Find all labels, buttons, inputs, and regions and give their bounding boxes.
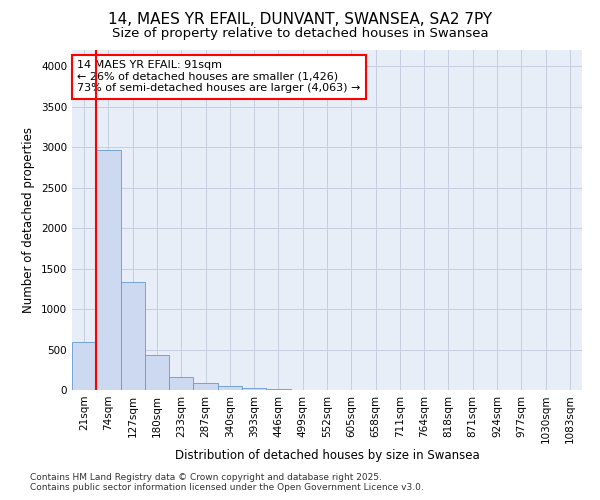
X-axis label: Distribution of detached houses by size in Swansea: Distribution of detached houses by size …: [175, 449, 479, 462]
Text: Contains HM Land Registry data © Crown copyright and database right 2025.
Contai: Contains HM Land Registry data © Crown c…: [30, 473, 424, 492]
Y-axis label: Number of detached properties: Number of detached properties: [22, 127, 35, 313]
Text: 14 MAES YR EFAIL: 91sqm
← 26% of detached houses are smaller (1,426)
73% of semi: 14 MAES YR EFAIL: 91sqm ← 26% of detache…: [77, 60, 361, 94]
Bar: [218, 386, 242, 390]
Bar: [193, 383, 218, 390]
Bar: [242, 388, 266, 390]
Bar: [145, 355, 169, 390]
Text: 14, MAES YR EFAIL, DUNVANT, SWANSEA, SA2 7PY: 14, MAES YR EFAIL, DUNVANT, SWANSEA, SA2…: [108, 12, 492, 28]
Bar: [72, 342, 96, 390]
Bar: [169, 376, 193, 390]
Bar: [121, 282, 145, 390]
Bar: [96, 150, 121, 390]
Text: Size of property relative to detached houses in Swansea: Size of property relative to detached ho…: [112, 28, 488, 40]
